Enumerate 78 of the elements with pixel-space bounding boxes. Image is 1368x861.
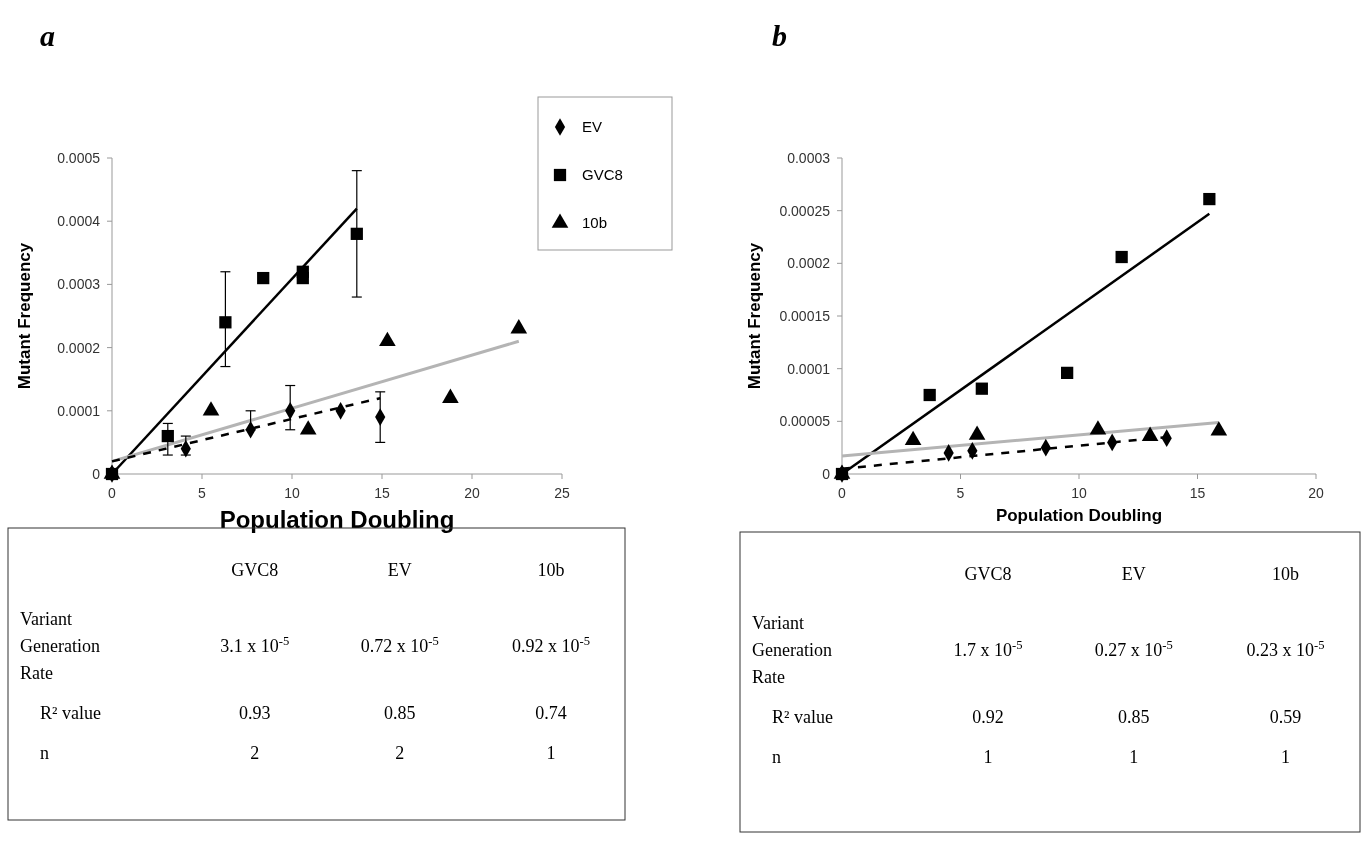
text: 0.74 xyxy=(535,703,567,723)
text: 0.92 x 10$^{-5}$ xyxy=(511,634,590,656)
x-tick-label: 0 xyxy=(108,485,117,501)
point xyxy=(257,271,270,285)
point xyxy=(161,429,174,443)
x-tick-label: 5 xyxy=(198,485,207,501)
point xyxy=(219,316,232,329)
text: 0.92 xyxy=(972,707,1004,727)
x-axis-title: Population Doubling xyxy=(995,506,1163,525)
point xyxy=(975,382,988,395)
y-tick-label: 0 xyxy=(822,466,831,482)
y-tick-label: 0.00005 xyxy=(779,413,831,430)
text: 1 xyxy=(983,747,993,767)
point xyxy=(923,388,936,402)
point xyxy=(442,388,459,403)
x-tick-label: 15 xyxy=(374,485,390,501)
text: 3.1 x 10$^{-5}$ xyxy=(220,634,290,656)
point xyxy=(350,227,363,240)
text: GVC8 xyxy=(231,560,279,580)
point xyxy=(510,319,528,334)
text: n xyxy=(772,747,781,767)
text: R² value xyxy=(772,707,833,727)
text: 1 xyxy=(1281,747,1291,767)
point xyxy=(1115,250,1128,264)
x-tick-label: 25 xyxy=(554,485,570,501)
text: R² value xyxy=(40,703,101,723)
point xyxy=(296,271,309,285)
text: 0.72 x 10$^{-5}$ xyxy=(360,634,439,656)
text: 0.93 xyxy=(239,703,271,723)
legend-label: GVC8 xyxy=(582,166,623,183)
x-tick-label: 10 xyxy=(1071,485,1087,501)
text: Variant Generation Rate xyxy=(20,609,100,683)
text: n xyxy=(40,743,49,763)
y-tick-label: 0.0001 xyxy=(787,360,831,377)
x-tick-label: 10 xyxy=(284,485,300,501)
y-tick-label: 0.0003 xyxy=(57,276,101,293)
text: EV xyxy=(387,560,412,580)
text: 1.7 x 10$^{-5}$ xyxy=(953,638,1023,660)
y-tick-label: 0.0004 xyxy=(57,213,101,230)
point xyxy=(202,401,220,416)
text: 1 xyxy=(1129,747,1139,767)
x-tick-label: 20 xyxy=(464,485,480,501)
legend-label: EV xyxy=(582,118,603,135)
chart-title: b xyxy=(772,19,787,52)
x-axis-title: Population Doubling xyxy=(219,506,455,533)
chart-title: a xyxy=(40,19,55,52)
point xyxy=(1061,366,1074,379)
y-tick-label: 0.00025 xyxy=(779,202,831,219)
y-tick-label: 0.0003 xyxy=(787,150,831,166)
legend-label: 10b xyxy=(582,214,608,231)
text: 2 xyxy=(250,743,260,763)
text: 10b xyxy=(537,560,565,580)
x-tick-label: 20 xyxy=(1308,485,1324,501)
y-axis-title: Mutant Frequency xyxy=(745,242,764,390)
y-tick-label: 0.0002 xyxy=(57,339,101,356)
y-tick-label: 0.00015 xyxy=(779,308,831,324)
x-tick-label: 15 xyxy=(1189,485,1206,501)
text: Variant Generation Rate xyxy=(752,613,832,687)
text: 0.27 x 10$^{-5}$ xyxy=(1094,638,1173,660)
y-tick-label: 0.0005 xyxy=(57,150,101,166)
x-tick-label: 0 xyxy=(838,485,847,501)
y-tick-label: 0.0002 xyxy=(787,255,831,272)
text: 0.59 xyxy=(1269,707,1302,727)
y-tick-label: 0.0001 xyxy=(57,402,101,419)
y-tick-label: 0 xyxy=(92,466,101,482)
text: 2 xyxy=(395,743,405,763)
point xyxy=(379,331,396,347)
text: 0.85 xyxy=(384,703,416,723)
text: GVC8 xyxy=(964,564,1012,584)
point xyxy=(299,420,317,435)
text: 0.85 xyxy=(1117,707,1150,727)
y-axis-title: Mutant Frequency xyxy=(15,242,34,390)
text: EV xyxy=(1121,564,1146,584)
text: 0.23 x 10$^{-5}$ xyxy=(1246,638,1325,660)
text: 10b xyxy=(1272,564,1300,584)
x-tick-label: 5 xyxy=(956,485,965,501)
point xyxy=(1203,192,1216,206)
text: 1 xyxy=(546,743,556,763)
